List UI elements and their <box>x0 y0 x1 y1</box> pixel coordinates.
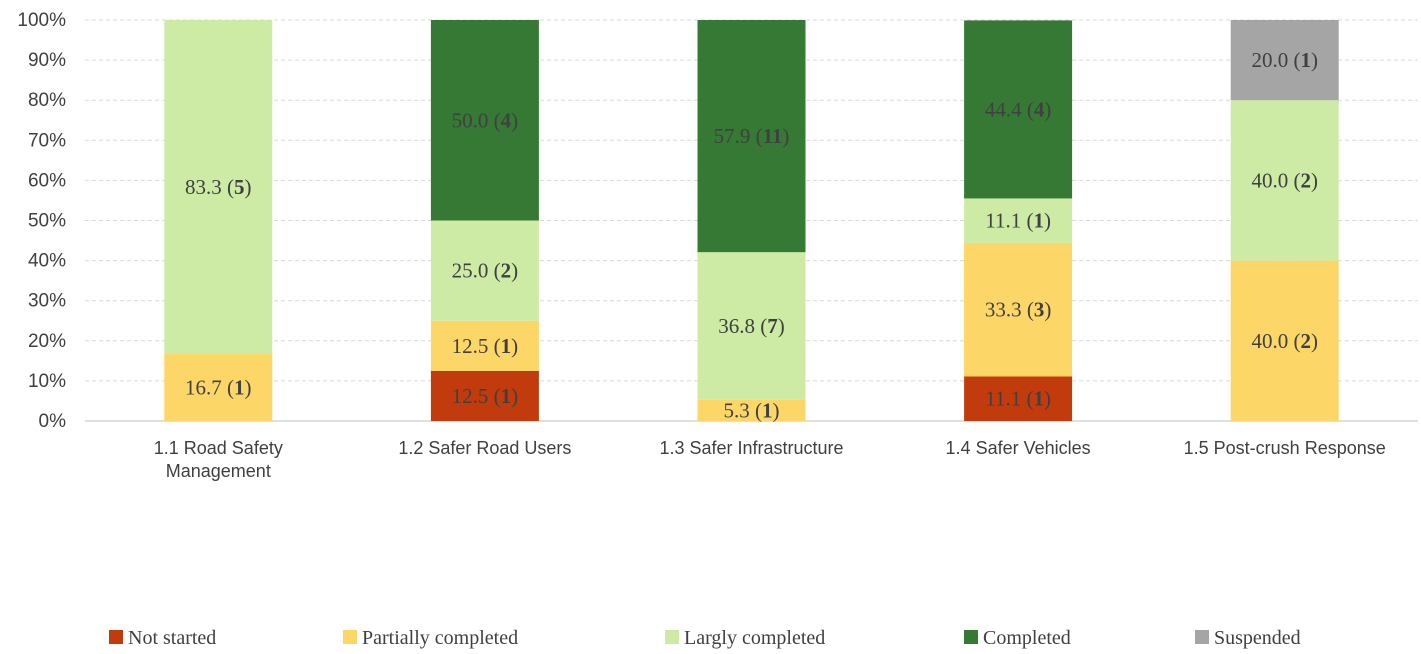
data-label: 11.1 (1) <box>985 387 1051 411</box>
y-tick-label: 80% <box>28 90 66 111</box>
bar-segment <box>964 376 1073 421</box>
data-label: 83.3 (5) <box>185 175 251 199</box>
y-tick-label: 50% <box>28 211 66 232</box>
legend-swatch <box>665 630 679 644</box>
bar-segment <box>697 20 806 253</box>
bar-segment <box>697 399 806 421</box>
y-tick-label: 70% <box>28 130 66 151</box>
bar-segment <box>964 198 1073 243</box>
y-tick-label: 30% <box>28 291 66 312</box>
legend-label: Largly completed <box>684 627 825 649</box>
y-tick-label: 60% <box>28 170 66 191</box>
x-tick-label: 1.4 Safer Vehicles <box>946 438 1091 458</box>
data-label: 36.8 (7) <box>718 314 785 338</box>
y-tick-label: 90% <box>28 50 66 71</box>
x-tick-label: 1.3 Safer Infrastructure <box>659 438 843 458</box>
bar-segment <box>430 320 539 371</box>
data-label: 50.0 (4) <box>452 108 519 132</box>
legend-label: Partially completed <box>362 627 518 649</box>
data-label: 12.5 (1) <box>452 384 519 408</box>
data-label: 33.3 (3) <box>985 298 1052 322</box>
data-label: 40.0 (2) <box>1251 329 1318 353</box>
x-tick-label: Management <box>166 461 271 481</box>
x-tick-label: 1.5 Post-crush Response <box>1184 438 1386 458</box>
x-axis: 1.1 Road Safety Management 1.2 Safer Road … <box>154 438 1386 481</box>
bar-segment <box>697 252 806 400</box>
bar-segment <box>430 220 539 321</box>
legend-swatch <box>964 630 978 644</box>
legend-label: Suspended <box>1214 627 1301 649</box>
x-tick-label: 1.1 Road Safety <box>154 438 283 458</box>
legend-swatch <box>343 630 357 644</box>
bar-segment <box>1230 260 1339 421</box>
y-tick-label: 100% <box>17 10 66 31</box>
legend-swatch <box>1195 630 1209 644</box>
data-label: 44.4 (4) <box>985 97 1052 121</box>
data-label: 5.3 (1) <box>724 398 780 422</box>
bar-segment <box>964 20 1073 199</box>
y-tick-label: 20% <box>28 331 66 352</box>
legend-label: Completed <box>983 627 1071 649</box>
data-label: 20.0 (1) <box>1251 48 1318 72</box>
bar-segment <box>430 370 539 421</box>
bar-segment <box>164 354 273 421</box>
legend-swatch <box>109 630 123 644</box>
bar-segment <box>164 20 273 355</box>
y-tick-label: 40% <box>28 251 66 272</box>
bar-segment <box>1230 100 1339 261</box>
y-axis: 0% 10% 20% 30% 40% 50% 60% 70% 80% 90% 100% <box>17 10 1418 432</box>
y-tick-label: 10% <box>28 371 66 392</box>
data-label: 40.0 (2) <box>1251 168 1318 192</box>
data-label: 16.7 (1) <box>185 376 251 400</box>
data-label: 12.5 (1) <box>452 334 519 358</box>
data-label: 25.0 (2) <box>452 259 519 283</box>
legend: Not started Partially completed Largly com… <box>109 627 1301 649</box>
bar-segment <box>1230 20 1339 101</box>
legend-label: Not started <box>128 627 216 649</box>
bar-segment <box>964 242 1073 377</box>
data-labels: 16.7 (1) 83.3 (5) 12.5 (1) 12.5 (1) 25.0 (2)… <box>185 48 1318 422</box>
bar-segment <box>430 20 539 221</box>
data-label: 57.9 (11) <box>714 124 790 148</box>
data-label: 11.1 (1) <box>985 209 1051 233</box>
y-tick-label: 0% <box>39 411 67 432</box>
x-tick-label: 1.2 Safer Road Users <box>398 438 571 458</box>
bars <box>164 20 1339 421</box>
